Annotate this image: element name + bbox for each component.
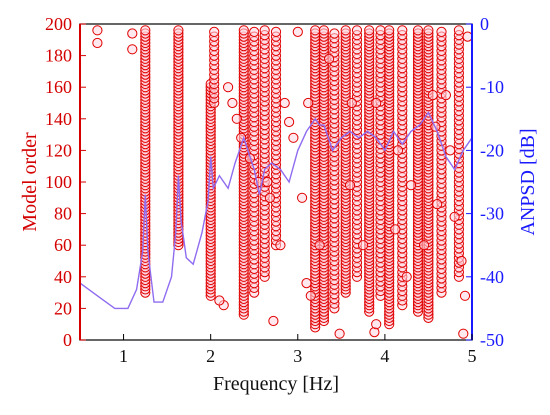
pole-marker bbox=[329, 28, 340, 39]
right-tick-label: -50 bbox=[480, 330, 504, 350]
left-tick-label: 80 bbox=[54, 204, 72, 224]
pole-marker bbox=[364, 25, 375, 36]
pole-marker bbox=[456, 255, 467, 267]
pole-marker bbox=[231, 113, 242, 124]
pole-marker bbox=[140, 25, 151, 36]
pole-marker bbox=[92, 25, 103, 36]
left-tick-label: 0 bbox=[63, 330, 72, 350]
pole-marker bbox=[462, 31, 473, 42]
left-tick-label: 180 bbox=[45, 46, 72, 66]
pole-marker bbox=[288, 132, 299, 143]
pole-marker bbox=[127, 28, 138, 39]
left-tick-label: 200 bbox=[45, 14, 72, 34]
pole-marker bbox=[344, 180, 356, 191]
left-tick-label: 60 bbox=[54, 235, 72, 255]
pole-marker bbox=[371, 97, 382, 109]
pole-marker bbox=[423, 25, 434, 36]
pole-marker bbox=[284, 116, 295, 128]
pole-marker bbox=[384, 25, 395, 36]
pole-marker bbox=[301, 278, 312, 289]
pole-marker bbox=[324, 53, 335, 64]
pole-marker bbox=[445, 145, 456, 156]
pole-marker bbox=[92, 37, 103, 49]
pole-marker bbox=[346, 97, 357, 109]
pole-marker bbox=[371, 319, 382, 330]
pole-marker bbox=[405, 180, 417, 191]
right-tick-label: -20 bbox=[480, 140, 504, 160]
left-tick-label: 140 bbox=[45, 109, 72, 129]
anpsd-line bbox=[79, 111, 473, 310]
left-tick-label: 100 bbox=[45, 172, 72, 192]
pole-marker bbox=[214, 295, 225, 306]
pole-marker bbox=[449, 211, 460, 222]
pole-marker bbox=[223, 82, 234, 93]
pole-marker bbox=[259, 25, 270, 36]
psd-line-layer bbox=[79, 111, 473, 310]
right-tick-label: -40 bbox=[480, 267, 504, 287]
pole-marker bbox=[127, 44, 138, 55]
x-tick-label: 4 bbox=[380, 346, 389, 366]
pole-marker bbox=[270, 26, 282, 37]
pole-marker bbox=[268, 315, 279, 327]
x-tick-label: 2 bbox=[206, 346, 215, 366]
pole-marker bbox=[390, 224, 401, 235]
pole-marker bbox=[279, 97, 290, 109]
pole-marker bbox=[358, 240, 369, 251]
pole-marker bbox=[412, 25, 424, 36]
pole-marker bbox=[262, 176, 273, 188]
pole-marker bbox=[249, 26, 260, 37]
pole-markers bbox=[92, 25, 473, 339]
axis-ticks: 0 20 40 60 80 100 120 140 160 180 200 0 -10 -20 -30 -40… bbox=[45, 14, 504, 366]
left-tick-label: 40 bbox=[54, 267, 72, 287]
pole-marker bbox=[340, 25, 351, 36]
pole-marker bbox=[334, 328, 345, 339]
pole-marker bbox=[453, 25, 464, 36]
pole-marker bbox=[432, 199, 443, 210]
pole-marker bbox=[310, 25, 321, 36]
pole-marker bbox=[458, 328, 469, 339]
pole-marker bbox=[209, 26, 220, 37]
x-axis-label: Frequency [Hz] bbox=[213, 373, 339, 395]
pole-marker bbox=[303, 97, 314, 109]
pole-marker bbox=[238, 25, 249, 36]
pole-marker bbox=[375, 25, 386, 36]
pole-marker bbox=[436, 26, 447, 37]
x-tick-label: 1 bbox=[119, 346, 128, 366]
pole-marker bbox=[264, 192, 275, 203]
x-tick-label: 5 bbox=[468, 346, 477, 366]
left-tick-label: 120 bbox=[45, 140, 72, 160]
left-tick-label: 160 bbox=[45, 77, 72, 97]
pole-marker bbox=[440, 90, 451, 101]
pole-marker bbox=[275, 240, 286, 251]
right-tick-label: 0 bbox=[480, 14, 489, 34]
x-tick-label: 3 bbox=[293, 346, 302, 366]
pole-marker bbox=[297, 192, 308, 203]
right-y-axis-label: ANPSD [dB] bbox=[517, 128, 539, 235]
pole-marker bbox=[459, 290, 471, 301]
right-tick-label: -30 bbox=[480, 204, 504, 224]
pole-marker bbox=[351, 25, 363, 36]
left-tick-label: 20 bbox=[54, 298, 72, 318]
pole-marker bbox=[401, 271, 412, 282]
pole-marker bbox=[314, 240, 325, 251]
pole-marker bbox=[173, 25, 184, 36]
right-tick-label: -10 bbox=[480, 77, 504, 97]
pole-marker bbox=[419, 240, 430, 251]
pole-marker bbox=[318, 25, 329, 36]
pole-marker bbox=[292, 26, 303, 37]
pole-marker bbox=[392, 145, 404, 156]
pole-marker bbox=[427, 90, 438, 101]
pole-marker bbox=[305, 290, 316, 301]
pole-marker bbox=[227, 97, 238, 109]
pole-marker bbox=[397, 25, 408, 36]
left-y-axis-label: Model order bbox=[19, 132, 41, 232]
